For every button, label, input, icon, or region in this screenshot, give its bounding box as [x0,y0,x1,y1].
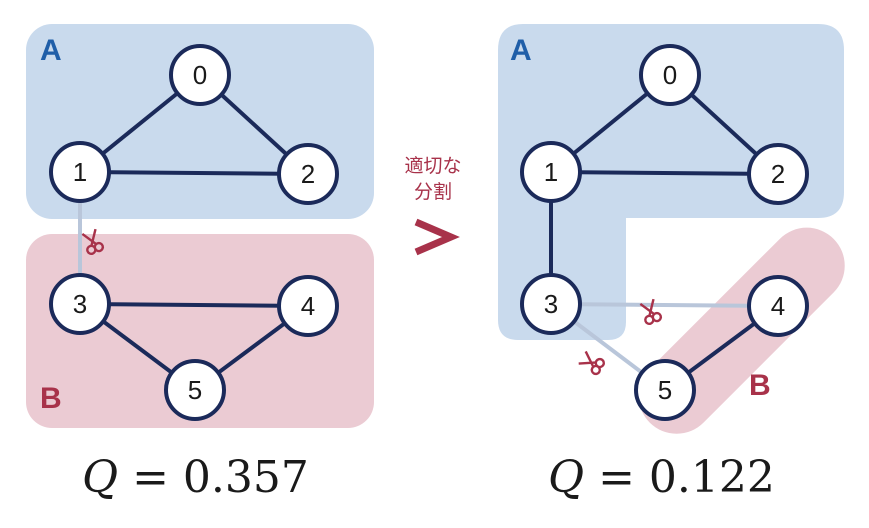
right-group-a-region [498,24,844,340]
scissors-icon [639,298,663,326]
svg-text:2: 2 [771,159,785,189]
right-partition-panel: 0 1 2 3 4 5 A B [498,24,845,434]
scissors-icon [81,228,105,256]
comparison-text-line1: 適切な [404,155,461,177]
right-group-a-label: A [510,34,532,67]
scissors-icon [578,350,605,376]
left-edge-1-2 [79,170,309,176]
svg-text:5: 5 [188,375,202,405]
right-node-3: 3 [520,273,582,335]
left-modularity-score: Q = 0.357 [82,452,309,503]
right-cut-edge-3-4 [550,302,779,308]
right-node-1: 1 [520,141,582,203]
left-group-b-region [26,234,374,428]
svg-text:2: 2 [301,159,315,189]
left-q-value: = 0.357 [118,452,309,503]
svg-text:4: 4 [301,291,315,321]
left-q-symbol: Q [82,452,119,503]
left-group-b-label: B [40,382,62,415]
right-modularity-score: Q = 0.122 [548,452,775,503]
greater-than-symbol [414,218,460,256]
svg-text:4: 4 [771,291,785,321]
svg-text:0: 0 [193,60,207,90]
right-node-2: 2 [747,143,809,205]
right-q-value: = 0.122 [584,452,775,503]
svg-text:1: 1 [544,157,558,187]
left-node-4: 4 [277,275,339,337]
svg-text:0: 0 [663,60,677,90]
left-node-5: 5 [164,359,226,421]
svg-text:1: 1 [73,157,87,187]
left-node-1: 1 [49,141,111,203]
svg-text:5: 5 [658,375,672,405]
comparison-indicator: 適切な 分割 [404,155,462,256]
svg-text:3: 3 [73,289,87,319]
right-edge-1-2 [550,170,779,176]
left-partition-panel: 0 1 2 3 4 5 A B [26,24,374,428]
left-node-3: 3 [49,273,111,335]
right-q-symbol: Q [548,452,585,503]
left-node-2: 2 [277,143,339,205]
right-node-0: 0 [639,44,701,106]
svg-text:3: 3 [544,289,558,319]
right-node-5: 5 [634,359,696,421]
left-node-0: 0 [169,44,231,106]
comparison-text-line2: 分割 [414,181,452,203]
right-group-b-label: B [749,369,771,402]
left-group-a-label: A [40,34,62,67]
right-node-4: 4 [747,275,809,337]
left-edge-3-4 [79,302,309,308]
